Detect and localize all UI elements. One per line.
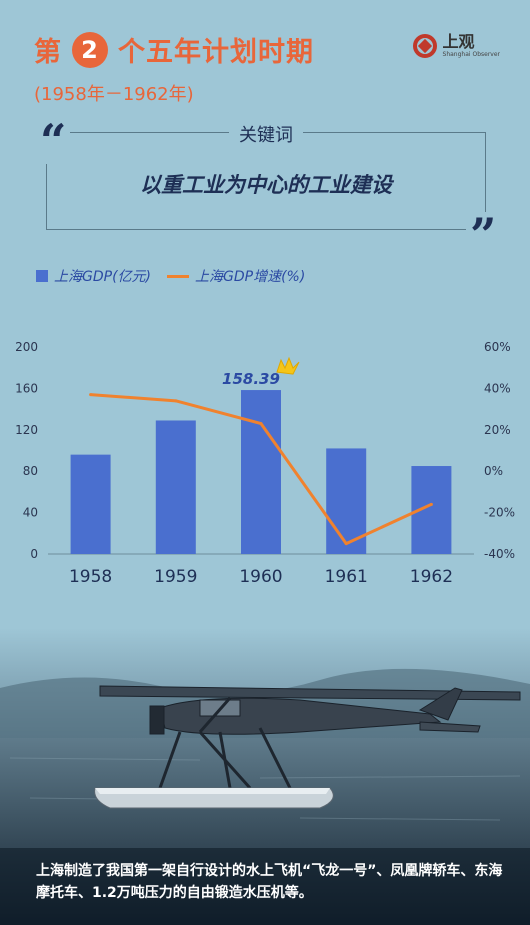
title-suffix: 个五年计划时期: [118, 37, 314, 68]
right-tick-label: 40%: [484, 381, 511, 395]
title-number-badge: 2: [72, 31, 108, 68]
caption-text: 上海制造了我国第一架自行设计的水上飞机“飞龙一号”、凤凰牌轿车、东海摩托车、1.…: [36, 863, 503, 901]
page-title: 第 2 个五年计划时期: [34, 30, 314, 69]
x-tick-label: 1961: [325, 567, 368, 587]
bar: [241, 390, 281, 554]
gdp-chart: 0 40 80 120 160 200 -40% -20% 0% 20% 40% 60% 1958 195…: [15, 340, 515, 587]
seaplane-photo: [0, 628, 530, 925]
quote-open-icon: “: [36, 118, 71, 164]
x-tick-label: 1962: [410, 567, 453, 587]
legend-item-gdp: 上海GDP(亿元): [36, 266, 151, 286]
title-prefix: 第: [34, 37, 62, 68]
right-tick-label: 20%: [484, 423, 511, 437]
bar: [155, 420, 196, 554]
header: 第 2 个五年计划时期 (1958年－1962年) 上观 Shanghai Ob…: [0, 0, 530, 110]
x-tick-label: 1960: [239, 567, 282, 587]
left-tick-label: 120: [15, 423, 38, 437]
logo-text-cn: 上观: [442, 32, 475, 51]
logo-text-en: Shanghai Observer: [442, 51, 500, 58]
growth-point: [259, 422, 263, 426]
crown-icon: [276, 356, 300, 375]
growth-point: [174, 399, 178, 403]
right-tick-label: -20%: [484, 506, 515, 520]
keyword-text: 以重工业为中心的工业建设: [140, 173, 392, 197]
left-tick-label: 40: [23, 506, 38, 520]
chart-legend: 上海GDP(亿元) 上海GDP增速(%): [36, 266, 321, 286]
keyword-label: 关键词: [229, 121, 303, 147]
page-subtitle: (1958年－1962年): [34, 84, 194, 105]
right-tick-label: -40%: [484, 547, 515, 561]
right-tick-label: 60%: [484, 340, 511, 354]
left-tick-label: 0: [30, 547, 38, 561]
legend-bar-label: 上海GDP(亿元): [54, 269, 151, 285]
x-tick-label: 1958: [69, 567, 112, 587]
legend-item-growth: 上海GDP增速(%): [167, 266, 305, 286]
left-tick-label: 80: [23, 464, 38, 478]
legend-line-label: 上海GDP增速(%): [195, 269, 306, 285]
bar: [70, 454, 111, 554]
keyword-box: 关键词 以重工业为中心的工业建设: [46, 121, 486, 230]
highlight-data-label: 158.39: [222, 370, 280, 388]
growth-point: [89, 393, 93, 397]
legend-line-swatch: [167, 274, 189, 278]
brand-logo: 上观 Shanghai Observer: [412, 32, 500, 58]
right-tick-label: 0%: [484, 464, 503, 478]
x-tick-label: 1959: [154, 567, 197, 587]
quote-close-icon: ”: [466, 212, 501, 258]
legend-bar-swatch: [36, 270, 48, 282]
left-tick-label: 200: [15, 340, 38, 354]
logo-icon: [412, 34, 437, 58]
growth-point: [344, 542, 348, 546]
left-tick-label: 160: [15, 381, 38, 395]
growth-point: [429, 502, 433, 506]
